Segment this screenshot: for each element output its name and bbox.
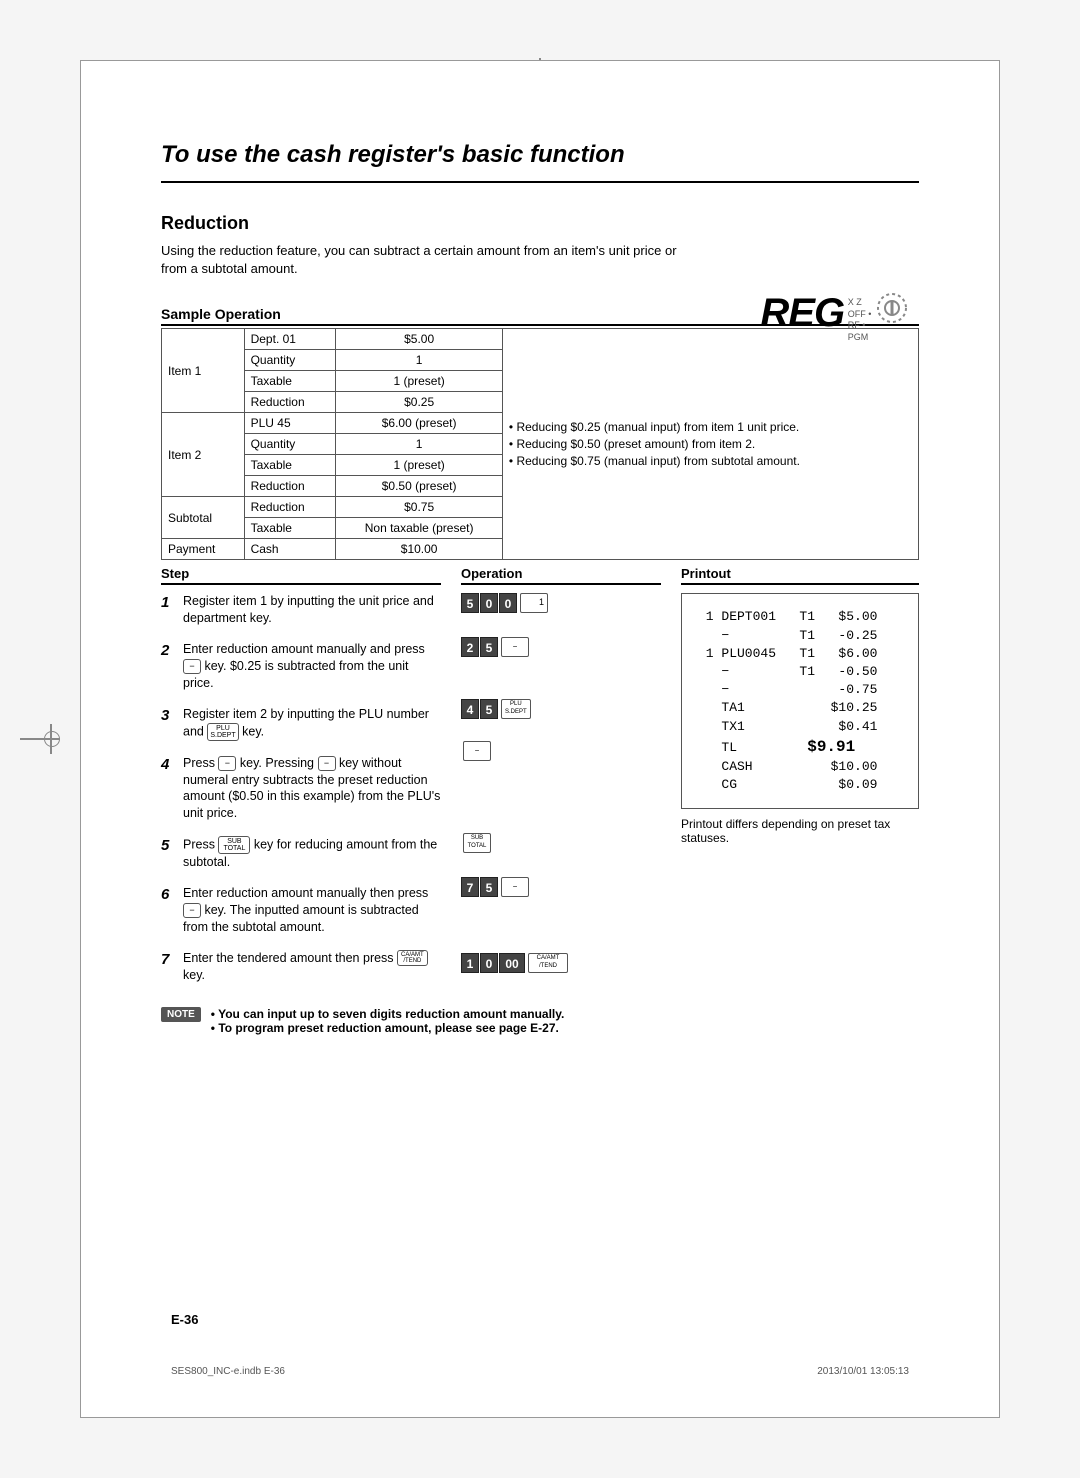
plu-key-icon: PLUS.DEPT [207, 723, 238, 741]
note-box: NOTE You can input up to seven digits re… [161, 1007, 919, 1035]
subtotal-key: SUBTOTAL [463, 833, 491, 853]
page-number: E-36 [171, 1312, 198, 1327]
step-item: Register item 1 by inputting the unit pr… [161, 593, 441, 627]
mode-dial: REG X Z OFF • RF • PGM [749, 291, 909, 344]
num-key: 0 [480, 953, 498, 973]
mode-pgm: PGM [848, 332, 869, 342]
step-item: Enter reduction amount manually then pre… [161, 885, 441, 936]
step-heading: Step [161, 566, 441, 585]
table-note: Reducing $0.25 (manual input) from item … [509, 419, 912, 436]
note-badge: NOTE [161, 1007, 201, 1022]
step-item: Register item 2 by inputting the PLU num… [161, 706, 441, 741]
op-row: 5001 [461, 593, 661, 637]
op-row: 45PLUS.DEPT [461, 699, 661, 741]
section-heading: Reduction [161, 213, 919, 234]
table-note: Reducing $0.75 (manual input) from subto… [509, 453, 912, 470]
sample-table: Item 1 Dept. 01 $5.00 Reducing $0.25 (ma… [161, 328, 919, 560]
num-key: 1 [461, 953, 479, 973]
table-note: Reducing $0.50 (preset amount) from item… [509, 436, 912, 453]
mode-rf: RF • [848, 320, 866, 330]
operation-heading: Operation [461, 566, 661, 585]
crop-mark-left [20, 724, 60, 754]
note-item: You can input up to seven digits reducti… [211, 1007, 565, 1021]
step-item: Enter reduction amount manually and pres… [161, 641, 441, 692]
footer-left: SES800_INC-e.indb E-36 [171, 1366, 285, 1377]
receipt: 1 DEPT001 T1 $5.00 − T1 -0.25 1 PLU0045 … [681, 593, 919, 809]
table-notes: Reducing $0.25 (manual input) from item … [502, 329, 918, 560]
title-rule [161, 181, 919, 183]
page-title: To use the cash register's basic functio… [161, 141, 919, 169]
num-key: 5 [480, 877, 498, 897]
cell-val: $5.00 [336, 329, 503, 350]
printout-note: Printout differs depending on preset tax… [681, 817, 919, 845]
op-row: 1000CA/AMT/TEND [461, 953, 661, 993]
op-row: − [461, 741, 661, 833]
minus-key-icon: − [183, 903, 201, 918]
step-item: Press SUBTOTAL key for reducing amount f… [161, 836, 441, 871]
num-key: 5 [461, 593, 479, 613]
cell-group: Item 1 [162, 329, 245, 413]
mode-xz: X Z [848, 297, 862, 307]
num-key: 2 [461, 637, 479, 657]
step-item: Enter the tendered amount then press CA/… [161, 950, 441, 984]
minus-key: − [501, 637, 529, 657]
dial-icon [875, 291, 909, 325]
plu-key: PLUS.DEPT [501, 699, 531, 719]
note-item: To program preset reduction amount, plea… [211, 1021, 565, 1035]
mode-off: OFF • [848, 309, 872, 319]
op-row: SUBTOTAL [461, 833, 661, 877]
op-row: 25− [461, 637, 661, 699]
printout-heading: Printout [681, 566, 919, 585]
num-key: 5 [480, 637, 498, 657]
num-key: 0 [499, 593, 517, 613]
tend-key-icon: CA/AMT/TEND [397, 950, 428, 966]
minus-key-icon: − [218, 756, 236, 771]
num-key: 00 [499, 953, 525, 973]
num-key: 5 [480, 699, 498, 719]
step-item: Press − key. Pressing − key without nume… [161, 755, 441, 823]
minus-key-icon: − [183, 659, 201, 674]
minus-key: − [501, 877, 529, 897]
mode-reg: REG [760, 291, 844, 335]
footer-right: 2013/10/01 13:05:13 [817, 1366, 909, 1377]
minus-key-icon: − [318, 756, 336, 771]
dept-key: 1 [520, 593, 548, 613]
num-key: 7 [461, 877, 479, 897]
steps-list: Register item 1 by inputting the unit pr… [161, 593, 441, 983]
minus-key: − [463, 741, 491, 761]
tend-key: CA/AMT/TEND [528, 953, 568, 973]
page: To use the cash register's basic functio… [80, 60, 1000, 1418]
num-key: 4 [461, 699, 479, 719]
num-key: 0 [480, 593, 498, 613]
op-row: 75− [461, 877, 661, 953]
subtotal-key-icon: SUBTOTAL [218, 836, 250, 854]
cell-label: Dept. 01 [244, 329, 336, 350]
intro-text: Using the reduction feature, you can sub… [161, 242, 681, 278]
